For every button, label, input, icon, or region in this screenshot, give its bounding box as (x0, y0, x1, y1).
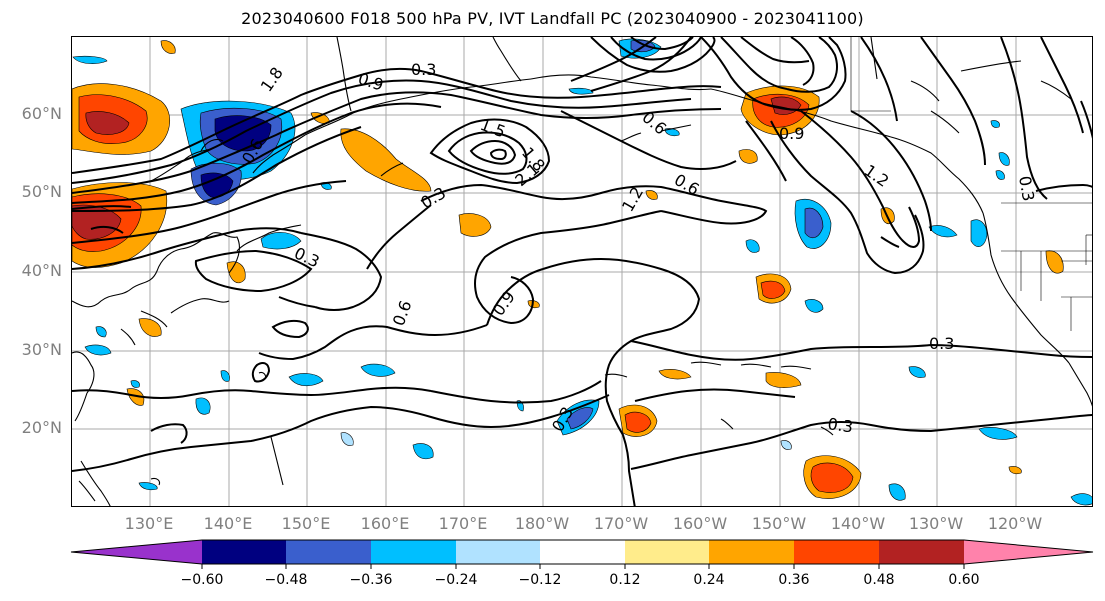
colorbar-tick-label: 0.60 (948, 572, 980, 588)
colorbar-segment (286, 540, 371, 564)
contour-label: 0.3 (411, 60, 436, 79)
contour-label: 0.3 (1015, 174, 1038, 202)
lon-label-160w: 160°W (672, 514, 728, 533)
contour-label: 0.9 (356, 69, 386, 95)
contour-label: 1.2 (861, 161, 893, 191)
lon-label-140w: 140°W (830, 514, 886, 533)
colorbar-segment (625, 540, 709, 564)
pv-contours (72, 37, 1092, 506)
map-svg: 0.3 0.9 1.8 1.5 1.8 2.1 0.6 0.9 1.2 0.6 … (72, 37, 1092, 506)
lat-label-30n: 30°N (21, 340, 62, 359)
lon-label-180w: 180°W (514, 514, 570, 533)
colorbar-ticks (201, 564, 965, 569)
colorbar-segment (371, 540, 456, 564)
colorbar-segment (964, 540, 1093, 564)
political-borders (850, 37, 1092, 331)
colorbar-segment (540, 540, 625, 564)
lat-label-40n: 40°N (21, 261, 62, 280)
contour-label: 0.6 (389, 298, 416, 328)
colorbar-segment (202, 540, 286, 564)
colorbar-tick-label: −0.36 (349, 572, 393, 588)
colorbar-tick-label: 0.48 (863, 572, 895, 588)
lon-label-170w: 170°W (593, 514, 649, 533)
colorbar-tick-label: −0.12 (518, 572, 562, 588)
colorbar-tick-label: 0.12 (609, 572, 641, 588)
lon-label-160e: 160°E (360, 514, 410, 533)
colorbar-segments (70, 539, 1094, 565)
colorbar-tick-label: −0.48 (264, 572, 308, 588)
colorbar-segment (456, 540, 540, 564)
colorbar-segment (879, 540, 964, 564)
coastlines (72, 37, 1092, 506)
positive-anomaly-fills (72, 40, 1064, 499)
lat-label-60n: 60°N (21, 104, 62, 123)
colorbar-tick-label: −0.60 (180, 572, 224, 588)
contour-label: 1.8 (257, 64, 287, 96)
lat-label-20n: 20°N (21, 418, 62, 437)
lat-label-50n: 50°N (21, 182, 62, 201)
contour-label: 1.5 (478, 115, 508, 142)
colorbar-tick-label: −0.24 (434, 572, 478, 588)
lon-label-150w: 150°W (751, 514, 807, 533)
lon-label-170e: 170°E (438, 514, 488, 533)
contour-label: 0.3 (826, 414, 854, 436)
contour-label: 0.9 (489, 288, 519, 320)
map-title: 2023040600 F018 500 hPa PV, IVT Landfall… (241, 9, 864, 28)
map-panel: 0.3 0.9 1.8 1.5 1.8 2.1 0.6 0.9 1.2 0.6 … (71, 36, 1093, 507)
lon-label-130w: 130°W (908, 514, 964, 533)
lon-label-130e: 130°E (124, 514, 174, 533)
contour-labels: 0.3 0.9 1.8 1.5 1.8 2.1 0.6 0.9 1.2 0.6 … (238, 60, 1038, 437)
colorbar-tick-label: 0.36 (778, 572, 810, 588)
colorbar-segment (709, 540, 794, 564)
colorbar-segment (794, 540, 879, 564)
colorbar-tick-label: 0.24 (693, 572, 725, 588)
lon-label-140e: 140°E (203, 514, 253, 533)
colorbar (70, 539, 1094, 569)
lon-label-150e: 150°E (281, 514, 331, 533)
colorbar-segment (71, 540, 202, 564)
lon-label-120w: 120°W (987, 514, 1043, 533)
contour-label: 0.9 (779, 124, 804, 143)
contour-label: 0.3 (929, 334, 954, 353)
contour-label: 0.3 (291, 243, 322, 271)
